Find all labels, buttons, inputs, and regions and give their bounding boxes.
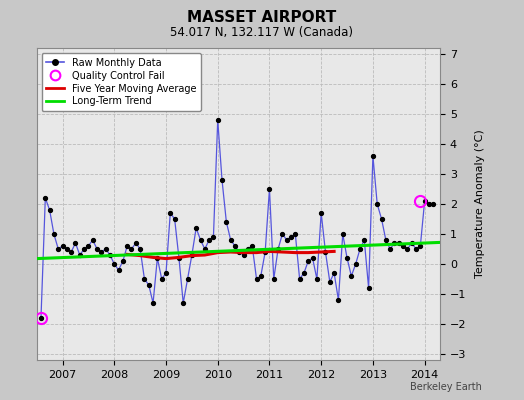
Legend: Raw Monthly Data, Quality Control Fail, Five Year Moving Average, Long-Term Tren: Raw Monthly Data, Quality Control Fail, … xyxy=(41,53,201,111)
Text: MASSET AIRPORT: MASSET AIRPORT xyxy=(188,10,336,25)
Text: 54.017 N, 132.117 W (Canada): 54.017 N, 132.117 W (Canada) xyxy=(170,26,354,39)
Text: Berkeley Earth: Berkeley Earth xyxy=(410,382,482,392)
Y-axis label: Temperature Anomaly (°C): Temperature Anomaly (°C) xyxy=(475,130,485,278)
